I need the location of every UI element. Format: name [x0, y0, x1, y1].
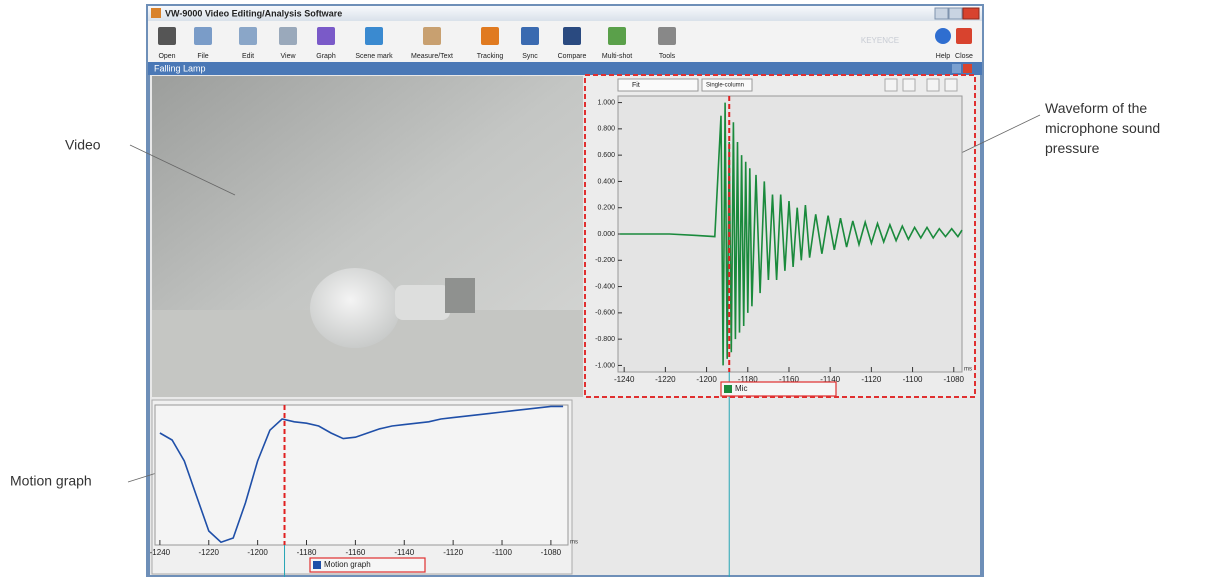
app-icon	[151, 8, 161, 18]
toolbar-icon[interactable]	[935, 28, 951, 44]
zoom-dropdown[interactable]	[618, 79, 698, 91]
toolbar-label[interactable]: View	[280, 53, 296, 60]
layout-value: Single-column	[706, 83, 744, 89]
x-tick-label: -1220	[199, 548, 220, 557]
toolbar-label[interactable]: Help	[936, 53, 951, 60]
y-tick-label: 0.400	[597, 178, 615, 185]
toolbar-label[interactable]: Graph	[316, 53, 336, 60]
x-tick-label: -1200	[247, 548, 268, 557]
toolbar-label[interactable]: Tools	[659, 53, 676, 60]
video-bulb	[310, 268, 400, 348]
legend-swatch	[724, 385, 732, 393]
toolbar-icon[interactable]	[158, 27, 176, 45]
x-unit: ms	[570, 540, 578, 546]
y-tick-label: 0.600	[597, 152, 615, 159]
toolbar-icon[interactable]	[608, 27, 626, 45]
x-tick-label: -1080	[541, 548, 562, 557]
annotation: Motion graph	[10, 473, 92, 489]
maximize-button[interactable]	[949, 8, 962, 19]
toolbar-icon[interactable]	[956, 28, 972, 44]
toolbar-label[interactable]: Measure/Text	[411, 53, 453, 60]
toolbar-label[interactable]: Tracking	[477, 53, 504, 60]
toolbar-label[interactable]: Multi-shot	[602, 53, 632, 60]
x-tick-label: -1180	[297, 548, 317, 557]
y-tick-label: 0.000	[597, 231, 615, 238]
x-tick-label: -1220	[655, 375, 676, 384]
zoom-value: Fit	[632, 82, 640, 89]
y-tick-label: -0.400	[595, 283, 615, 290]
window-title: VW-9000 Video Editing/Analysis Software	[165, 8, 342, 18]
toolbar-icon[interactable]	[279, 27, 297, 45]
y-tick-label: 0.200	[597, 205, 615, 212]
toolbar-icon[interactable]	[481, 27, 499, 45]
toolbar-label[interactable]: Sync	[522, 53, 538, 60]
toolbar-label[interactable]: Edit	[242, 53, 254, 60]
toolbar-icon[interactable]	[239, 27, 257, 45]
legend-label: Motion graph	[324, 560, 371, 569]
video-bulb-base	[445, 278, 475, 313]
panel-tool[interactable]	[885, 79, 897, 91]
annotation: Video	[65, 137, 101, 153]
y-tick-label: -1.000	[595, 362, 615, 369]
x-tick-label: -1100	[903, 375, 923, 384]
toolbar-label[interactable]: Compare	[558, 53, 587, 60]
plot-area	[155, 405, 568, 545]
toolbar-icon[interactable]	[658, 27, 676, 45]
document-title-bar	[148, 62, 982, 75]
close-window-button[interactable]	[963, 8, 979, 19]
panel-tool[interactable]	[903, 79, 915, 91]
toolbar-icon[interactable]	[317, 27, 335, 45]
video-bulb-neck	[395, 285, 450, 320]
doc-close[interactable]	[963, 64, 972, 73]
x-tick-label: -1080	[944, 375, 965, 384]
toolbar-label[interactable]: Close	[955, 53, 973, 60]
legend-label: Mic	[735, 384, 747, 393]
toolbar-icon[interactable]	[563, 27, 581, 45]
toolbar-icon[interactable]	[194, 27, 212, 45]
minimize-button[interactable]	[935, 8, 948, 19]
x-tick-label: -1200	[696, 375, 717, 384]
panel-tool[interactable]	[945, 79, 957, 91]
y-tick-label: -0.200	[595, 257, 615, 264]
doc-minimize[interactable]	[952, 64, 961, 73]
y-tick-label: -0.800	[595, 336, 615, 343]
toolbar-icon[interactable]	[365, 27, 383, 45]
toolbar-label[interactable]: Open	[158, 53, 175, 60]
screenshot: VW-9000 Video Editing/Analysis Software …	[0, 0, 1209, 577]
x-tick-label: -1120	[443, 548, 463, 557]
x-tick-label: -1100	[492, 548, 512, 557]
toolbar-label[interactable]: File	[197, 53, 208, 60]
x-tick-label: -1140	[394, 548, 414, 557]
toolbar-label[interactable]: Scene mark	[355, 53, 393, 60]
panel-tool[interactable]	[927, 79, 939, 91]
y-tick-label: -0.600	[595, 310, 615, 317]
x-unit: ms	[964, 367, 972, 373]
toolbar-icon[interactable]	[423, 27, 441, 45]
document-title: Falling Lamp	[154, 63, 206, 73]
x-tick-label: -1240	[150, 548, 171, 557]
brand-logo: KEYENCE	[861, 36, 899, 45]
annotation: Waveform of the microphone sound pressur…	[1045, 98, 1195, 158]
x-tick-label: -1160	[345, 548, 365, 557]
toolbar-icon[interactable]	[521, 27, 539, 45]
x-tick-label: -1240	[614, 375, 635, 384]
x-tick-label: -1120	[861, 375, 881, 384]
y-tick-label: 1.000	[597, 99, 615, 106]
y-tick-label: 0.800	[597, 126, 615, 133]
app-window: VW-9000 Video Editing/Analysis Software …	[0, 0, 1209, 577]
legend-swatch	[313, 561, 321, 569]
